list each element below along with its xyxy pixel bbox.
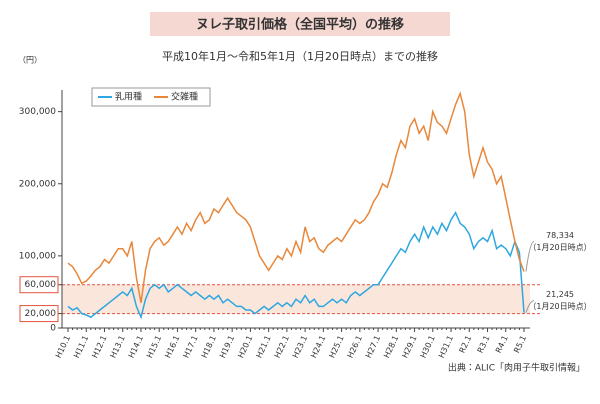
chart-title: ヌレ子取引価格（全国平均）の推移 [196,17,404,33]
x-tick-label: H17.1 [182,334,200,359]
legend-label: 乳用種 [115,91,142,103]
y-tick-label: 60,000 [25,280,57,290]
legend-label: 交雑種 [171,91,198,103]
x-tick-label: H14.1 [127,334,145,359]
connector [525,241,535,272]
x-tick-label: H21.1 [254,334,272,359]
x-tick-label: H20.1 [236,334,254,359]
x-tick-label: H19.1 [218,334,236,359]
line [67,210,525,320]
x-tick-label: H26.1 [346,334,364,359]
end-note: （1月20日時点） [528,243,591,252]
chart-subtitle: 平成10年1月～令和5年1月（1月20日時点）までの推移 [162,49,438,63]
x-tick-label: R5.1 [512,334,528,354]
x-tick-label: H31.1 [437,334,455,359]
x-tick-label: H25.1 [327,334,345,359]
x-tick-label: H18.1 [200,334,218,359]
x-tick-label: H27.1 [364,334,382,359]
x-tick-label: H13.1 [109,334,127,359]
x-tick-label: H23.1 [291,334,309,359]
x-tick-label: H29.1 [400,334,418,359]
legend-box [91,87,211,107]
end-label: 21,245 [546,290,574,299]
y-tick-label: 0 [50,324,56,334]
x-tick-label: H11.1 [72,334,90,359]
x-tick-label: H30.1 [419,334,437,359]
x-tick-label: H15.1 [145,334,163,359]
tick-highlight [19,276,59,294]
x-tick-label: R3.1 [476,334,492,354]
end-label: 78,334 [546,231,574,240]
x-tick-label: H28.1 [382,334,400,359]
tick-highlight [19,305,59,323]
x-tick-label: R4.1 [494,334,510,354]
end-note: （1月20日時点） [528,302,591,311]
x-tick-label: H24.1 [309,334,327,359]
connector [525,300,535,313]
line [67,91,525,303]
x-tick-label: H22.1 [273,334,291,359]
source: 出典：ALIC「肉用子牛取引情報」 [448,362,585,374]
x-tick-label: H12.1 [90,334,108,359]
x-tick-label: H10.1 [54,334,72,359]
y-tick-label: 300,000 [19,107,56,117]
title-banner [150,12,450,36]
x-tick-label: R2.1 [457,334,473,354]
y-unit: （円） [18,56,42,65]
y-tick-label: 100,000 [19,251,56,261]
y-tick-label: 200,000 [19,179,56,189]
y-tick-label: 20,000 [25,309,57,319]
x-tick-label: H16.1 [163,334,181,359]
